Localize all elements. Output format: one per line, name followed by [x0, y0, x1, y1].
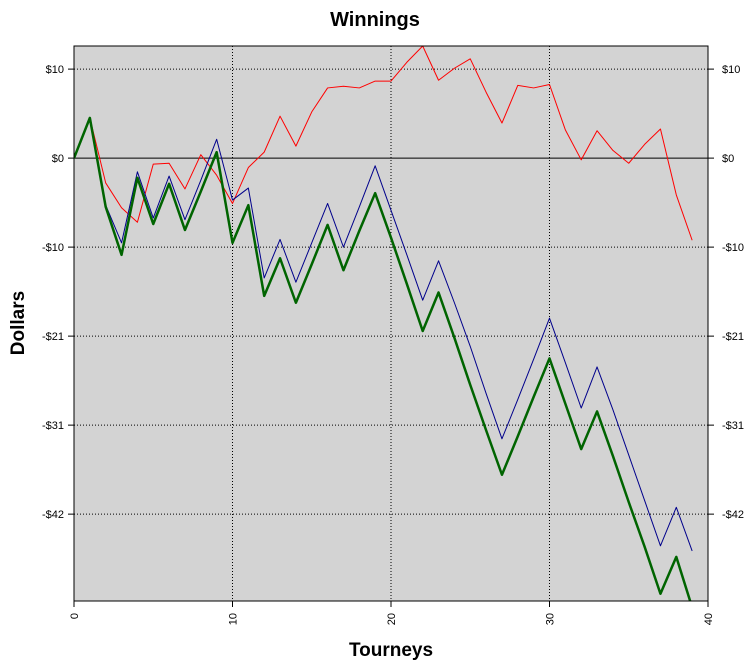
- y2-tick-label: -$42: [722, 509, 744, 521]
- y2-tick-label: -$10: [722, 242, 744, 254]
- x-tick-label: 40: [703, 613, 715, 625]
- chart-title: Winnings: [330, 9, 420, 31]
- y-tick-label: $10: [46, 64, 64, 76]
- x-tick-label: 30: [545, 613, 557, 625]
- y2-tick-label: $10: [722, 64, 740, 76]
- y2-tick-label: -$31: [722, 420, 744, 432]
- series-line: [74, 117, 693, 552]
- y2-tick-label: $0: [722, 153, 734, 165]
- series-line: [74, 46, 693, 241]
- y-tick-label: -$10: [42, 242, 64, 254]
- y-tick-label: $0: [52, 153, 64, 165]
- y-tick-label: -$21: [42, 331, 64, 343]
- x-tick-label: 0: [69, 613, 81, 619]
- y-tick-label: -$31: [42, 420, 64, 432]
- y-axis-title: Dollars: [8, 291, 29, 355]
- x-axis-title: Tourneys: [349, 640, 433, 661]
- y2-tick-label: -$21: [722, 331, 744, 343]
- x-tick-label: 10: [228, 613, 240, 625]
- series-line: [74, 116, 692, 601]
- y-tick-label: -$42: [42, 509, 64, 521]
- x-tick-label: 20: [386, 613, 398, 625]
